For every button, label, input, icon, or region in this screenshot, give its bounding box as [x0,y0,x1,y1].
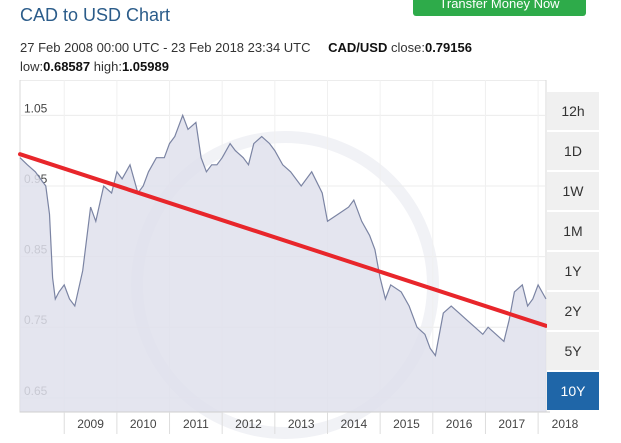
x-tick-label: 2017 [498,417,525,431]
x-tick-label: 2010 [130,417,157,431]
x-tick-label: 2018 [552,417,579,431]
low-value: 0.68587 [43,59,91,74]
range-button-1y[interactable]: 1Y [547,252,599,290]
range-button-1w[interactable]: 1W [547,172,599,210]
range-button-1d[interactable]: 1D [547,132,599,170]
x-tick-label: 2014 [340,417,367,431]
range-button-10y[interactable]: 10Y [547,372,599,410]
x-tick-label: 2016 [446,417,473,431]
high-value: 1.05989 [121,59,169,74]
trend-line [18,152,548,328]
range-button-12h[interactable]: 12h [547,92,599,130]
close-label: close: [391,40,425,55]
low-label: low: [20,59,44,74]
range-button-5y[interactable]: 5Y [547,332,599,370]
x-tick-label: 2012 [235,417,262,431]
close-value: 0.79156 [424,40,472,55]
chart-period: 27 Feb 2008 00:00 UTC - 23 Feb 2018 23:3… [20,40,311,55]
x-tick-label: 2011 [183,417,209,431]
x-tick-label: 2009 [77,417,104,431]
chart-range-info: low:0.68587 high:1.05989 [20,59,169,74]
transfer-money-button[interactable]: Transfer Money Now [413,0,586,16]
y-tick-label: 1.05 [24,101,48,115]
page-title: CAD to USD Chart [20,5,171,25]
chart-period-info: 27 Feb 2008 00:00 UTC - 23 Feb 2018 23:3… [20,40,472,55]
exchange-rate-chart: 1.050.950.850.750.6520092010201120122013… [18,80,579,439]
series-area [20,115,546,413]
x-tick-label: 2015 [393,417,420,431]
x-tick-label: 2013 [288,417,315,431]
range-button-2y[interactable]: 2Y [547,292,599,330]
series-line [19,113,547,357]
currency-pair: CAD/USD [328,40,388,55]
high-label: high: [93,59,122,74]
range-button-1m[interactable]: 1M [547,212,599,250]
time-range-selector: 12h 1D 1W 1M 1Y 2Y 5Y 10Y [547,92,599,412]
